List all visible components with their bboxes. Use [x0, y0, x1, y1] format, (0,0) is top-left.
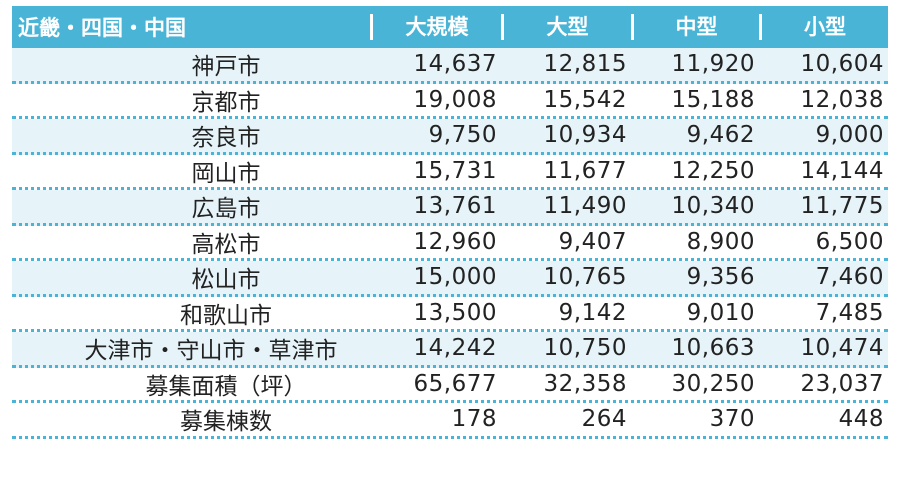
table-row: 大津市・守山市・草津市 14,242 10,750 10,663 10,474 [12, 332, 888, 368]
cell-value: 13,500 [413, 299, 497, 326]
cell-value: 65,677 [413, 370, 497, 397]
cell-value: 12,250 [671, 157, 755, 184]
cell-value: 11,490 [543, 193, 627, 220]
cell-value: 9,010 [686, 299, 755, 326]
table-row: 和歌山市 13,500 9,142 9,010 7,485 [12, 297, 888, 332]
cell-value: 9,407 [558, 228, 627, 255]
cell-value: 9,142 [558, 299, 627, 326]
cell-value: 8,900 [686, 228, 755, 255]
cell-value: 11,677 [543, 157, 627, 184]
cell-value: 15,188 [671, 86, 755, 113]
cell-value: 32,358 [543, 370, 627, 397]
cell-value: 13,761 [413, 193, 497, 220]
table-header: 近畿・四国・中国 大規模 大型 中型 小型 [12, 6, 888, 48]
cell-value: 10,663 [671, 335, 755, 362]
cell-value: 12,815 [543, 51, 627, 78]
cell-value: 6,500 [815, 228, 884, 255]
cell-value: 10,604 [800, 51, 884, 78]
cell-value: 30,250 [671, 370, 755, 397]
cell-value: 11,775 [800, 193, 884, 220]
rent-table: 近畿・四国・中国 大規模 大型 中型 小型 神戸市 14,637 12,815 … [12, 6, 888, 439]
table-row: 松山市 15,000 10,765 9,356 7,460 [12, 261, 888, 297]
row-label: 募集面積（坪） [145, 373, 307, 400]
cell-value: 10,474 [800, 335, 884, 362]
cell-value: 10,340 [671, 193, 755, 220]
row-label: 松山市 [191, 267, 261, 294]
header-region: 近畿・四国・中国 [18, 16, 186, 40]
row-label: 広島市 [191, 196, 261, 223]
cell-value: 264 [581, 406, 627, 433]
cell-value: 14,144 [800, 157, 884, 184]
header-col-large-scale: 大規模 [370, 14, 501, 40]
cell-value: 7,485 [815, 299, 884, 326]
table-row-building-count: 募集棟数 178 264 370 448 [12, 403, 888, 439]
cell-value: 178 [451, 406, 497, 433]
cell-value: 9,000 [815, 122, 884, 149]
cell-value: 23,037 [800, 370, 884, 397]
cell-value: 15,731 [413, 157, 497, 184]
cell-value: 9,356 [686, 264, 755, 291]
cell-value: 14,242 [413, 335, 497, 362]
row-label: 高松市 [191, 231, 261, 258]
cell-value: 9,750 [428, 122, 497, 149]
table-row: 京都市 19,008 15,542 15,188 12,038 [12, 84, 888, 119]
cell-value: 10,765 [543, 264, 627, 291]
cell-value: 15,000 [413, 264, 497, 291]
row-label: 募集棟数 [180, 409, 272, 436]
cell-value: 19,008 [413, 86, 497, 113]
cell-value: 12,038 [800, 86, 884, 113]
cell-value: 10,934 [543, 122, 627, 149]
cell-value: 10,750 [543, 335, 627, 362]
cell-value: 12,960 [413, 228, 497, 255]
table-row: 高松市 12,960 9,407 8,900 6,500 [12, 226, 888, 261]
cell-value: 15,542 [543, 86, 627, 113]
row-label: 神戸市 [191, 54, 261, 81]
row-label: 大津市・守山市・草津市 [84, 338, 338, 365]
row-label: 京都市 [191, 89, 261, 116]
row-label: 和歌山市 [180, 302, 272, 329]
cell-value: 7,460 [815, 264, 884, 291]
cell-value: 370 [709, 406, 755, 433]
cell-value: 14,637 [413, 51, 497, 78]
table-row: 奈良市 9,750 10,934 9,462 9,000 [12, 119, 888, 155]
row-label: 奈良市 [191, 125, 261, 152]
header-col-large: 大型 [501, 14, 631, 40]
table-row: 広島市 13,761 11,490 10,340 11,775 [12, 190, 888, 226]
table-row-total-area: 募集面積（坪） 65,677 32,358 30,250 23,037 [12, 368, 888, 403]
row-label: 岡山市 [191, 160, 261, 187]
table-row: 岡山市 15,731 11,677 12,250 14,144 [12, 155, 888, 190]
header-col-small: 小型 [759, 14, 888, 40]
header-col-medium: 中型 [631, 14, 759, 40]
cell-value: 9,462 [686, 122, 755, 149]
table-row: 神戸市 14,637 12,815 11,920 10,604 [12, 48, 888, 84]
cell-value: 11,920 [671, 51, 755, 78]
cell-value: 448 [838, 406, 884, 433]
